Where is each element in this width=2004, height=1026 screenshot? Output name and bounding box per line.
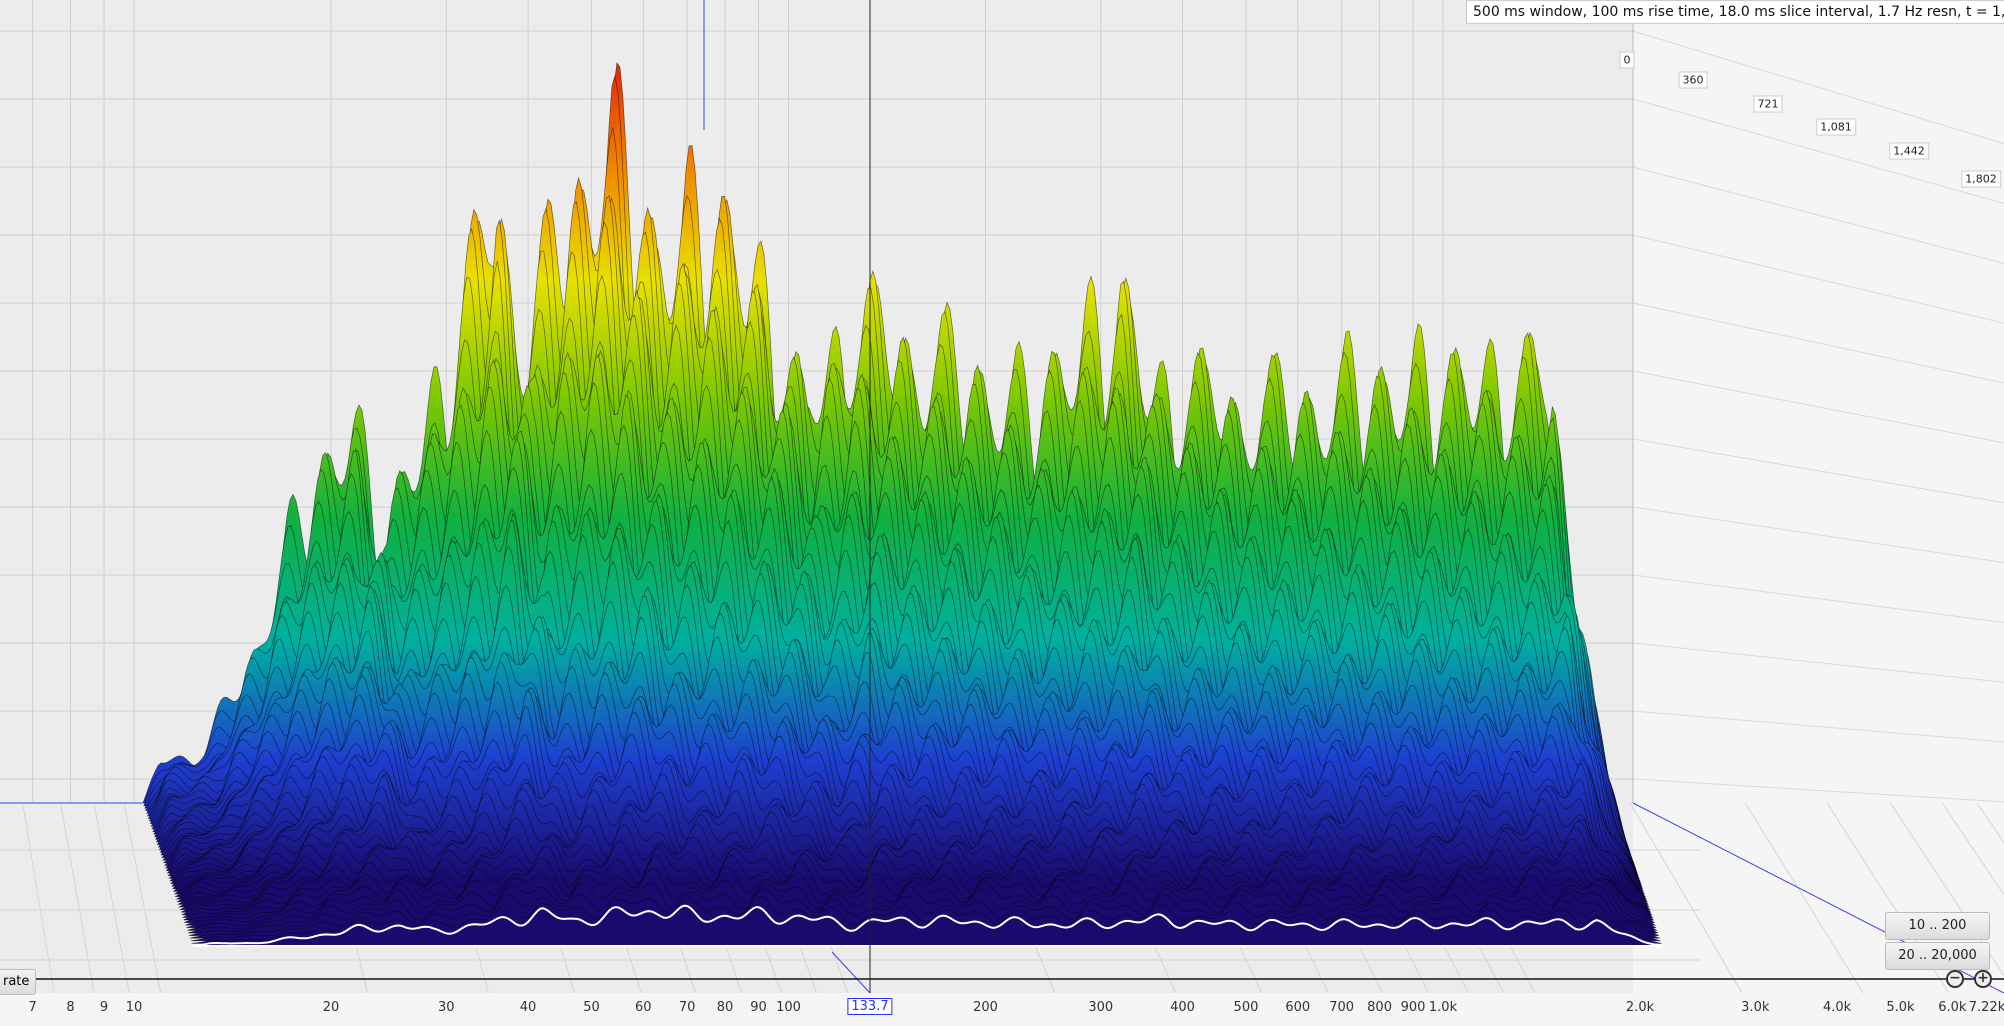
x-tick-label: 70: [678, 1000, 696, 1015]
wall-grid-line: [1632, 98, 2004, 204]
x-tick-label: 7.22k: [1968, 1000, 2004, 1015]
x-tick-label: 200: [973, 1000, 998, 1015]
floor-grid-line: [93, 802, 130, 994]
x-tick-label: 700: [1329, 1000, 1355, 1015]
x-tick-label: 800: [1367, 1000, 1392, 1015]
x-tick-label: 80: [716, 1000, 734, 1015]
x-tick-label: 4.0k: [1822, 1000, 1852, 1015]
waterfall-settings-info: 500 ms window, 100 ms rise time, 18.0 ms…: [1466, 0, 2004, 24]
x-tick-label: 400: [1170, 1000, 1195, 1015]
x-axis-bar: [0, 993, 2004, 1026]
wall-grid-line: [1632, 234, 2004, 324]
wall-grid-line: [1632, 438, 2004, 504]
x-tick-label: 20: [322, 1000, 340, 1015]
x-tick-label: 600: [1285, 1000, 1311, 1015]
time-tick-label: 0: [1619, 51, 1635, 69]
x-tick-label: 60: [635, 1000, 652, 1015]
time-tick-label: 1,442: [1889, 142, 1929, 160]
x-tick-label: 6.0k: [1938, 1000, 1967, 1015]
time-tick-label: 1,081: [1816, 118, 1856, 136]
x-tick-label: 900: [1400, 1000, 1426, 1015]
range-20-20000-button[interactable]: 20 .. 20,000: [1885, 942, 1990, 970]
wall-grid-line: [1632, 574, 2004, 623]
time-tick-label: 1,802: [1961, 170, 2001, 188]
wall-grid-line: [1632, 642, 2004, 683]
time-tick-label: 721: [1753, 95, 1783, 113]
x-tick-label: 90: [750, 1000, 767, 1015]
floor-grid-line: [22, 802, 55, 994]
x-tick-label: 300: [1088, 1000, 1114, 1015]
x-tick-label: 40: [519, 1000, 537, 1015]
plus-circle-icon[interactable]: +: [1974, 970, 1992, 988]
wall-grid-line: [1632, 370, 2004, 444]
floor-grid-line: [60, 802, 95, 994]
floor-grid-line: [1976, 802, 2004, 844]
floor-grid-line: [123, 802, 162, 994]
wall-grid-line: [1632, 778, 2004, 803]
wall-grid-line: [1632, 710, 2004, 743]
rate-button[interactable]: rate: [0, 969, 37, 995]
x-tick-label: 500: [1233, 1000, 1259, 1015]
x-tick-label: 30: [437, 1000, 455, 1015]
waterfall-slices: [142, 61, 1663, 947]
x-tick-label: 8: [66, 1000, 75, 1015]
x-tick-label: 5.0k: [1886, 1000, 1915, 1015]
floor-grid-line: [1744, 802, 1864, 994]
wall-grid-line: [1632, 302, 2004, 384]
x-tick-label: 10: [125, 1000, 143, 1015]
floor-grid-line: [1629, 802, 1743, 994]
floor-grid-line: [1941, 802, 2004, 896]
x-tick-label: 1.0k: [1428, 1000, 1458, 1015]
x-tick-label: 100: [776, 1000, 801, 1015]
cursor-frequency-label[interactable]: 133.7: [847, 998, 893, 1015]
x-tick-label: 7: [28, 1000, 37, 1015]
waterfall-slice: [192, 904, 1663, 947]
range-10-200-button[interactable]: 10 .. 200: [1885, 912, 1990, 940]
floor-grid-line: [1890, 802, 2004, 977]
minus-circle-icon[interactable]: −: [1946, 970, 1964, 988]
x-tick-label: 9: [99, 1000, 109, 1015]
wall-grid-line: [1632, 30, 2004, 145]
blue-cursor-leader: [831, 951, 871, 994]
x-tick-label: 2.0k: [1625, 1000, 1655, 1015]
wall-grid-line: [1632, 166, 2004, 264]
right-wall: [1633, 0, 2004, 1000]
x-tick-label: 3.0k: [1741, 1000, 1770, 1015]
wall-grid-line: [1632, 506, 2004, 564]
time-tick-label: 360: [1678, 71, 1708, 89]
x-tick-label: 50: [583, 1000, 600, 1015]
